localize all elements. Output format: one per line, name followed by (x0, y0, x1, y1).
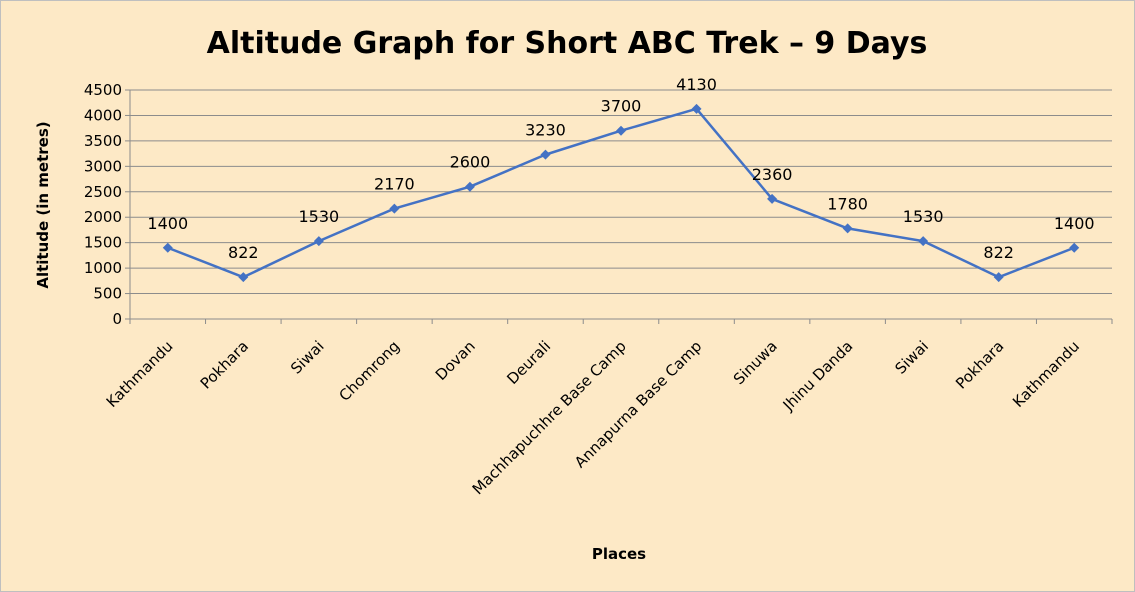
data-point-marker (1069, 242, 1080, 253)
x-tick-label: Chomrong (335, 337, 403, 405)
x-axis-tick-labels: Kathmandu Pokhara Siwai Chomrong Dovan Deural… (103, 337, 1083, 498)
x-tick-label: Annapurna Base Camp (571, 337, 705, 471)
data-label: 2170 (374, 175, 415, 194)
x-tick-label: Deurali (503, 337, 554, 388)
data-point-marker (767, 193, 778, 204)
chart-title: Altitude Graph for Short ABC Trek – 9 Da… (207, 26, 928, 61)
y-tick-label: 2500 (84, 183, 122, 201)
y-tick-label: 3500 (84, 132, 122, 150)
data-point-marker (540, 149, 551, 160)
data-label: 2600 (450, 153, 491, 172)
x-tick-label: Pokhara (197, 337, 252, 392)
data-label: 3230 (525, 121, 566, 140)
y-tick-label: 4000 (84, 106, 122, 124)
data-point-marker (842, 223, 853, 234)
x-tick-label: Machhapuchhre Base Camp (469, 337, 630, 498)
data-label: 2360 (752, 165, 793, 184)
data-label: 3700 (601, 97, 642, 116)
data-labels: 1400 822 1530 2170 2600 3230 3700 4130 2360 1780 1… (147, 75, 1094, 262)
y-axis-tick-labels: 0 500 1000 1500 2000 2500 3000 3500 4000 4500 (84, 81, 122, 328)
y-tick-label: 500 (93, 285, 122, 303)
y-tick-label: 3000 (84, 157, 122, 175)
data-label: 1530 (903, 207, 944, 226)
x-tick-label: Siwai (891, 337, 932, 378)
data-point-marker (691, 103, 702, 114)
y-tick-label: 1000 (84, 259, 122, 277)
data-label: 1400 (1054, 214, 1095, 233)
data-point-marker (313, 236, 324, 247)
data-label: 4130 (676, 75, 717, 94)
x-tick-label: Siwai (287, 337, 328, 378)
data-point-marker (464, 181, 475, 192)
y-tick-label: 2000 (84, 208, 122, 226)
data-point-marker (918, 236, 929, 247)
y-tick-label: 0 (112, 310, 122, 328)
gridlines (130, 89, 1112, 295)
y-tick-label: 4500 (84, 81, 122, 99)
x-tick-label: Kathmandu (1009, 337, 1083, 411)
data-label: 1400 (147, 214, 188, 233)
data-point-marker (616, 125, 626, 136)
x-axis-title: Places (592, 545, 646, 563)
y-tick-label: 1500 (84, 234, 122, 252)
data-label: 822 (228, 243, 259, 262)
data-point-marker (389, 203, 400, 214)
data-point-marker (238, 272, 249, 283)
x-tick-label: Sinuwa (730, 337, 781, 388)
axes (125, 89, 1113, 324)
y-axis-title: Altitude (in metres) (34, 121, 52, 288)
x-tick-label: Pokhara (952, 337, 1007, 392)
data-point-marker (162, 242, 173, 253)
x-tick-label: Dovan (432, 337, 479, 384)
data-markers (162, 103, 1080, 283)
data-label: 1530 (298, 207, 339, 226)
x-tick-label: Kathmandu (103, 337, 177, 411)
x-tick-label: Jhinu Danda (779, 337, 857, 415)
data-point-marker (993, 272, 1004, 283)
data-label: 822 (983, 243, 1014, 262)
data-label: 1780 (827, 194, 868, 213)
